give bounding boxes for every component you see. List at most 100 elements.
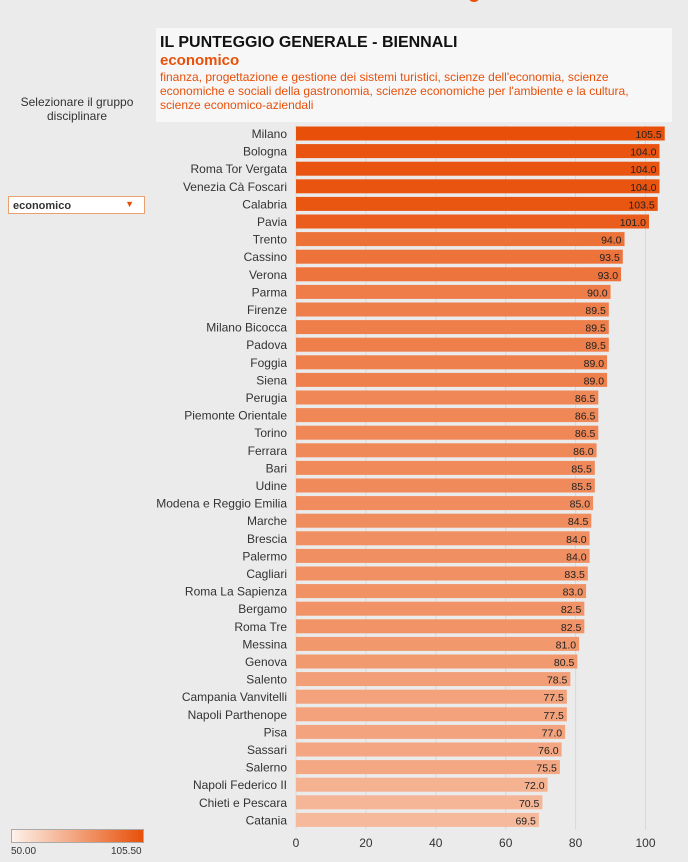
category-label: Perugia xyxy=(246,391,288,405)
bar xyxy=(296,496,594,511)
value-label: 104.0 xyxy=(630,182,656,194)
bar xyxy=(296,601,585,616)
category-label: Ferrara xyxy=(248,444,288,458)
value-label: 84.0 xyxy=(566,534,587,546)
bar xyxy=(296,724,566,739)
x-tick-label: 0 xyxy=(293,836,300,850)
value-label: 81.0 xyxy=(556,639,577,651)
category-label: Udine xyxy=(256,479,288,493)
bar xyxy=(296,707,567,722)
bar xyxy=(296,232,625,247)
color-legend xyxy=(11,829,144,843)
category-label: Marche xyxy=(247,514,287,528)
group-description: finanza, progettazione e gestione dei si… xyxy=(160,70,629,112)
bar xyxy=(296,144,660,159)
chevron-down-icon[interactable]: ▼ xyxy=(125,199,134,209)
x-tick-label: 60 xyxy=(499,836,513,850)
category-label: Calabria xyxy=(242,197,287,211)
category-label: Foggia xyxy=(250,356,287,370)
bar xyxy=(296,425,599,440)
value-label: 89.5 xyxy=(585,323,606,335)
x-tick-label: 100 xyxy=(635,836,655,850)
value-label: 89.0 xyxy=(584,358,605,370)
value-label: 72.0 xyxy=(524,780,545,792)
category-label: Padova xyxy=(246,338,287,352)
category-label: Sassari xyxy=(247,743,287,757)
category-label: Bologna xyxy=(243,145,287,159)
bar xyxy=(296,742,562,757)
bar xyxy=(296,689,567,704)
bar xyxy=(296,196,658,211)
bar xyxy=(296,636,580,651)
bar xyxy=(296,460,595,475)
category-label: Bergamo xyxy=(238,602,287,616)
value-label: 90.0 xyxy=(587,287,608,299)
value-label: 86.0 xyxy=(573,446,594,458)
category-label: Pisa xyxy=(264,725,288,739)
bar xyxy=(296,672,571,687)
category-label: Roma La Sapienza xyxy=(185,585,287,599)
bar xyxy=(296,372,608,387)
value-label: 82.5 xyxy=(561,604,582,616)
category-label: Napoli Federico II xyxy=(193,778,287,792)
category-label: Cagliari xyxy=(246,567,287,581)
value-label: 84.5 xyxy=(568,516,589,528)
category-label: Roma Tor Vergata xyxy=(191,162,288,176)
category-label: Bari xyxy=(266,461,287,475)
value-label: 93.0 xyxy=(598,270,619,282)
bar xyxy=(296,267,622,282)
category-label: Brescia xyxy=(247,532,287,546)
value-label: 85.0 xyxy=(570,499,591,511)
value-label: 89.5 xyxy=(585,305,606,317)
value-label: 75.5 xyxy=(536,763,557,775)
category-label: Piemonte Orientale xyxy=(184,409,287,423)
category-label: Napoli Parthenope xyxy=(188,708,288,722)
top-accent xyxy=(468,0,480,2)
value-label: 104.0 xyxy=(630,164,656,176)
category-label: Palermo xyxy=(242,549,287,563)
category-label: Chieti e Pescara xyxy=(199,796,287,810)
category-label: Messina xyxy=(242,637,287,651)
chart-header: IL PUNTEGGIO GENERALE - BIENNALI economi… xyxy=(156,28,672,122)
category-label: Catania xyxy=(246,813,288,827)
category-label: Verona xyxy=(249,268,287,282)
category-label: Genova xyxy=(245,655,287,669)
category-label: Salerno xyxy=(246,761,288,775)
bar xyxy=(296,760,560,775)
value-label: 69.5 xyxy=(515,815,536,827)
bar xyxy=(296,214,649,229)
value-label: 77.0 xyxy=(542,727,563,739)
group-subtitle: economico xyxy=(160,52,240,69)
value-label: 85.5 xyxy=(571,481,592,493)
value-label: 83.0 xyxy=(563,587,584,599)
category-label: Campania Vanvitelli xyxy=(182,690,287,704)
category-label: Salento xyxy=(246,673,287,687)
dropdown-value: economico xyxy=(13,200,72,212)
category-label: Siena xyxy=(256,373,287,387)
legend-min-label: 50.00 xyxy=(11,846,37,857)
bar xyxy=(296,812,539,827)
bar xyxy=(296,619,585,634)
value-label: 103.5 xyxy=(628,199,654,211)
bar xyxy=(296,161,660,176)
bar xyxy=(296,566,588,581)
value-label: 89.5 xyxy=(585,340,606,352)
bar xyxy=(296,337,609,352)
bar xyxy=(296,355,608,370)
x-tick-label: 20 xyxy=(359,836,373,850)
bar xyxy=(296,302,609,317)
category-label: Firenze xyxy=(247,303,287,317)
value-label: 94.0 xyxy=(601,235,622,247)
category-label: Milano xyxy=(252,127,288,141)
bar xyxy=(296,443,597,458)
value-label: 86.5 xyxy=(575,393,596,405)
category-label: Modena e Reggio Emilia xyxy=(156,497,287,511)
bar xyxy=(296,548,590,563)
group-dropdown[interactable]: economico ▼ xyxy=(8,196,145,214)
value-label: 86.5 xyxy=(575,411,596,423)
value-label: 86.5 xyxy=(575,428,596,440)
value-label: 78.5 xyxy=(547,675,568,687)
value-label: 89.0 xyxy=(584,375,605,387)
dropdown-label: Selezionare il gruppo disciplinare xyxy=(20,95,134,123)
